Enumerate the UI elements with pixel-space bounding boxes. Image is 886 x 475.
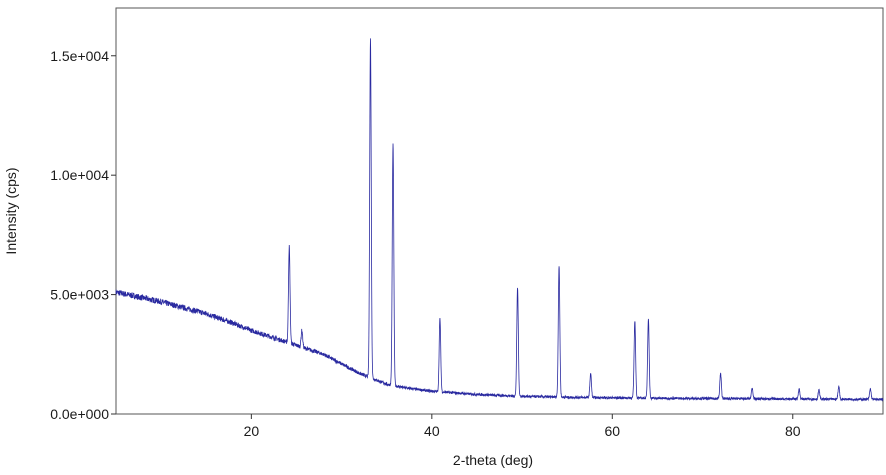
y-axis-label: Intensity (cps) bbox=[3, 167, 19, 254]
y-tick-label: 1.0e+004 bbox=[50, 167, 109, 183]
plot-content bbox=[115, 38, 884, 402]
intensity-series-line bbox=[115, 38, 884, 402]
x-tick-label: 20 bbox=[244, 423, 260, 439]
y-tick-label: 0.0e+000 bbox=[50, 406, 109, 422]
y-tick-label: 1.5e+004 bbox=[50, 48, 109, 64]
y-axis: 0.0e+000 5.0e+003 1.0e+004 1.5e+004 bbox=[50, 48, 116, 422]
y-tick-label: 5.0e+003 bbox=[50, 287, 109, 303]
x-tick-label: 80 bbox=[785, 423, 801, 439]
x-tick-label: 40 bbox=[424, 423, 440, 439]
plot-area bbox=[115, 7, 884, 415]
x-axis: 20 40 60 80 bbox=[244, 414, 801, 439]
x-axis-label: 2-theta (deg) bbox=[453, 452, 533, 468]
x-tick-label: 60 bbox=[605, 423, 621, 439]
